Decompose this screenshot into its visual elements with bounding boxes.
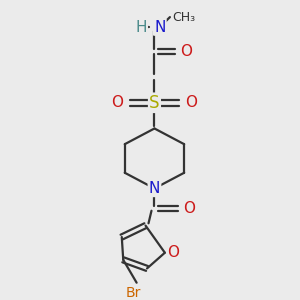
Text: N: N [154, 20, 166, 34]
Text: O: O [180, 44, 192, 59]
Text: CH₃: CH₃ [172, 11, 195, 24]
Text: O: O [111, 95, 123, 110]
Text: S: S [149, 94, 160, 112]
Text: H: H [135, 20, 147, 34]
Text: Br: Br [126, 286, 141, 300]
Text: N: N [149, 181, 160, 196]
Text: O: O [167, 245, 179, 260]
Text: O: O [186, 95, 198, 110]
Text: O: O [184, 201, 196, 216]
